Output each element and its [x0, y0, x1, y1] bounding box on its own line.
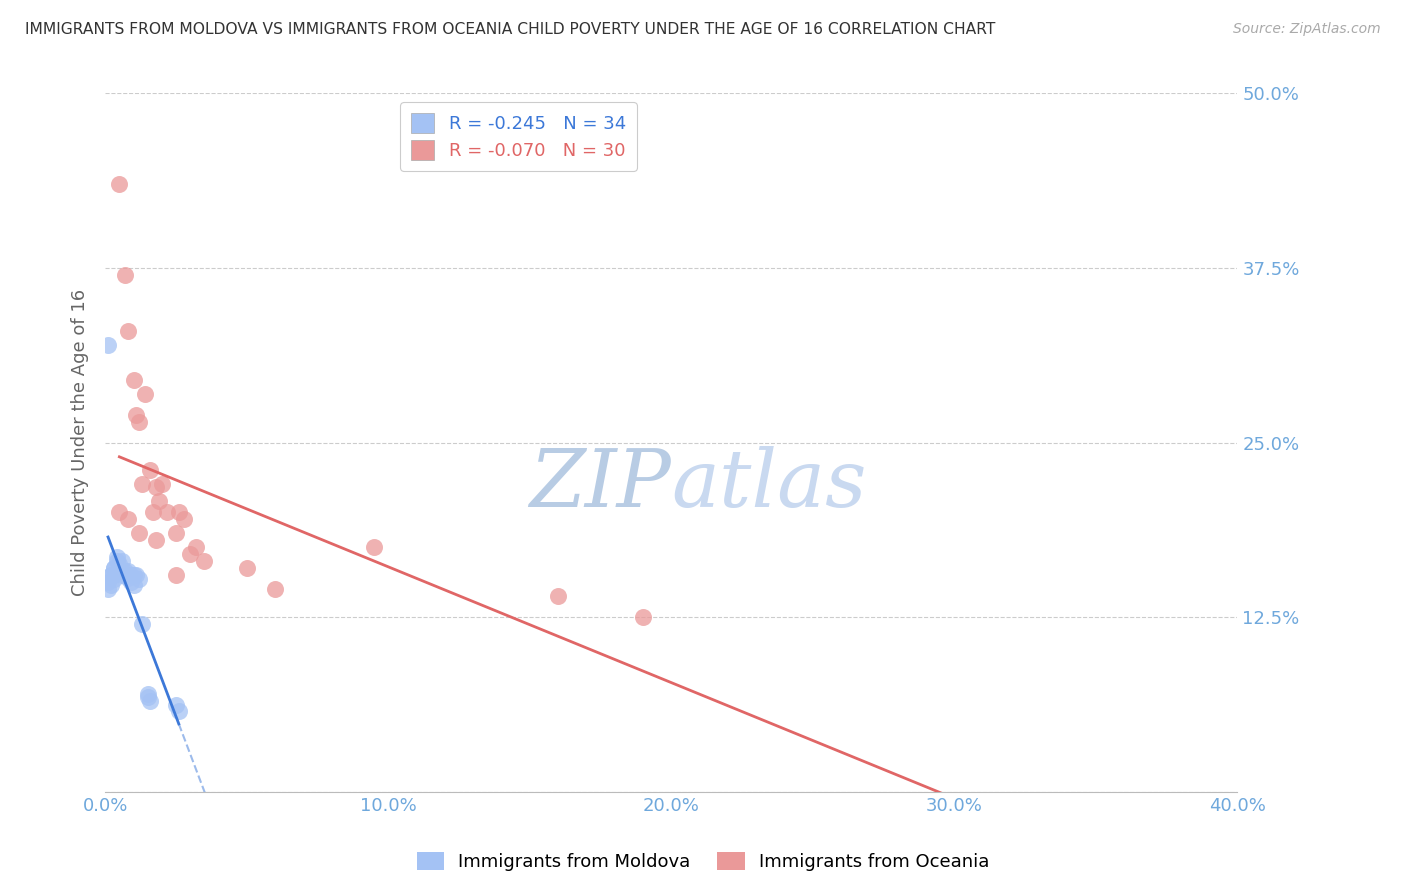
- Point: [136, 687, 159, 701]
- Point: [128, 526, 150, 541]
- Point: [108, 561, 131, 575]
- Point: [120, 575, 142, 590]
- Point: [103, 573, 125, 587]
- Legend: Immigrants from Moldova, Immigrants from Oceania: Immigrants from Moldova, Immigrants from…: [409, 845, 997, 879]
- Text: IMMIGRANTS FROM MOLDOVA VS IMMIGRANTS FROM OCEANIA CHILD POVERTY UNDER THE AGE O: IMMIGRANTS FROM MOLDOVA VS IMMIGRANTS FR…: [25, 22, 995, 37]
- Point: [111, 564, 134, 578]
- Point: [97, 582, 120, 597]
- Point: [142, 505, 165, 519]
- Legend: R = -0.245   N = 34, R = -0.070   N = 30: R = -0.245 N = 34, R = -0.070 N = 30: [401, 103, 637, 171]
- Point: [114, 268, 136, 282]
- Point: [125, 408, 148, 422]
- Point: [134, 386, 156, 401]
- Point: [111, 554, 134, 568]
- Point: [103, 568, 125, 582]
- Y-axis label: Child Poverty Under the Age of 16: Child Poverty Under the Age of 16: [72, 289, 89, 596]
- Point: [122, 568, 145, 582]
- Point: [125, 568, 148, 582]
- Point: [105, 550, 128, 565]
- Point: [103, 561, 125, 575]
- Point: [128, 573, 150, 587]
- Point: [100, 568, 122, 582]
- Point: [631, 610, 654, 624]
- Point: [167, 704, 190, 718]
- Point: [100, 578, 122, 592]
- Point: [150, 477, 173, 491]
- Point: [193, 554, 215, 568]
- Point: [139, 694, 162, 708]
- Point: [165, 526, 187, 541]
- Point: [136, 690, 159, 704]
- Point: [547, 589, 569, 603]
- Point: [167, 505, 190, 519]
- Point: [111, 568, 134, 582]
- Point: [179, 547, 201, 561]
- Point: [122, 578, 145, 592]
- Point: [173, 512, 195, 526]
- Point: [363, 541, 385, 555]
- Point: [139, 463, 162, 477]
- Point: [97, 575, 120, 590]
- Point: [165, 698, 187, 712]
- Point: [165, 568, 187, 582]
- Point: [108, 505, 131, 519]
- Text: ZIP: ZIP: [530, 446, 671, 524]
- Point: [108, 564, 131, 578]
- Point: [120, 568, 142, 582]
- Point: [128, 415, 150, 429]
- Point: [108, 557, 131, 571]
- Text: atlas: atlas: [671, 446, 866, 524]
- Point: [105, 554, 128, 568]
- Point: [97, 338, 120, 352]
- Point: [117, 512, 139, 526]
- Point: [114, 564, 136, 578]
- Point: [103, 561, 125, 575]
- Point: [100, 568, 122, 582]
- Point: [131, 617, 153, 632]
- Point: [264, 582, 287, 597]
- Point: [156, 505, 179, 519]
- Point: [117, 564, 139, 578]
- Point: [122, 373, 145, 387]
- Point: [108, 177, 131, 191]
- Point: [145, 533, 167, 548]
- Text: Source: ZipAtlas.com: Source: ZipAtlas.com: [1233, 22, 1381, 37]
- Point: [184, 541, 207, 555]
- Point: [235, 561, 257, 575]
- Point: [131, 477, 153, 491]
- Point: [145, 480, 167, 494]
- Point: [148, 494, 170, 508]
- Point: [117, 571, 139, 585]
- Point: [117, 324, 139, 338]
- Point: [114, 568, 136, 582]
